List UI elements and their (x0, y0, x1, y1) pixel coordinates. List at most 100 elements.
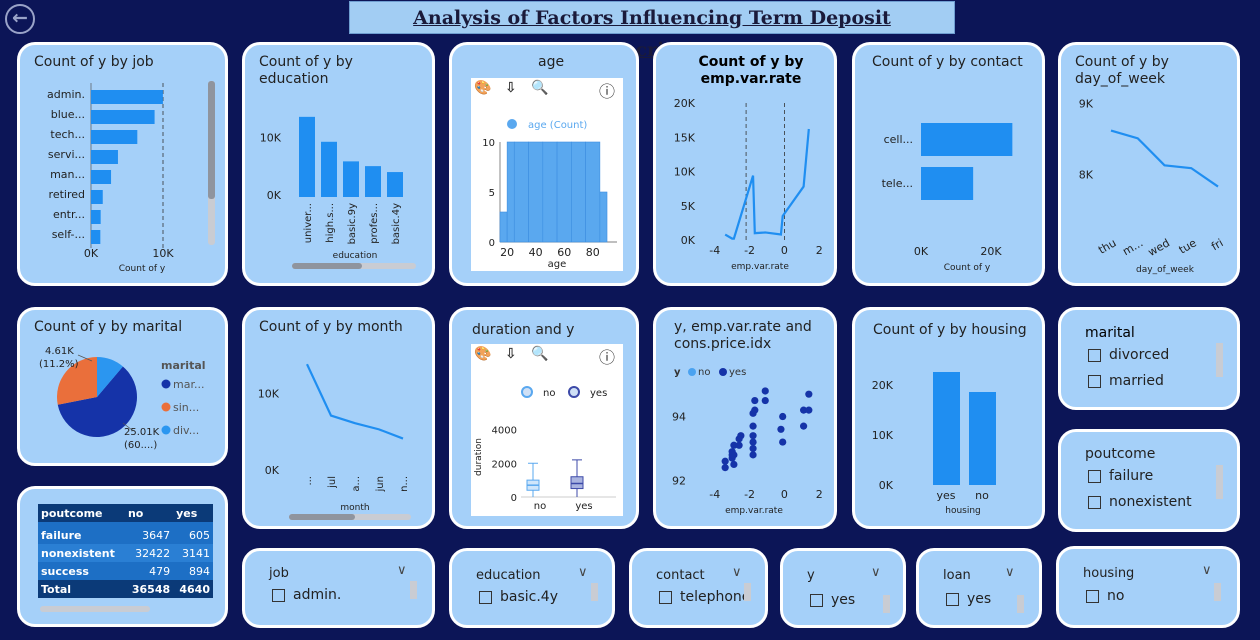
option-label[interactable]: admin. (293, 587, 342, 603)
slicer-y: y ∨ yes (780, 548, 906, 628)
checkbox-education[interactable] (479, 591, 492, 604)
tick-label: entr... (53, 208, 85, 221)
option-label[interactable]: basic.4y (500, 589, 558, 605)
chevron-down-icon[interactable]: ∨ (578, 565, 588, 580)
info-icon[interactable]: ⓘ (599, 348, 616, 367)
column-header[interactable]: no (124, 504, 174, 522)
card-education: Count of y by education 10K 0K univer... hi… (242, 42, 435, 286)
checkbox-job[interactable] (272, 589, 285, 602)
data-point (800, 422, 808, 430)
axis-title: Count of y (944, 263, 991, 273)
data-point (749, 444, 757, 453)
data-point (749, 432, 757, 440)
checkbox-loan[interactable] (946, 593, 959, 606)
back-button[interactable]: ← (5, 4, 35, 34)
tick-label: tele... (882, 177, 913, 190)
axis-title: age (548, 259, 567, 270)
table-row: nonexistent 32422 3141 (38, 544, 213, 562)
legend-label: no (698, 367, 710, 378)
option-label[interactable]: married (1109, 373, 1164, 389)
legend-marker (688, 368, 696, 376)
scatter-chart: y no yes 94 92 -4 -2 0 2 emp.var.rate (672, 367, 823, 516)
zoom-icon[interactable]: 🔍 (531, 80, 549, 96)
scrollbar[interactable] (410, 581, 417, 599)
bar (91, 90, 163, 104)
checkbox-contact[interactable] (659, 591, 672, 604)
bar (91, 190, 103, 204)
tick-label: m... (1120, 236, 1145, 258)
legend-label: div... (173, 424, 199, 437)
option-label[interactable]: telephone (680, 589, 751, 605)
tick-label: 9K (1079, 98, 1094, 111)
zoom-icon[interactable]: 🔍 (531, 346, 549, 362)
axis-title: emp.var.rate (725, 506, 783, 516)
pie-slice (57, 357, 97, 405)
scrollbar[interactable] (744, 583, 751, 601)
chevron-down-icon[interactable]: ∨ (1202, 563, 1212, 578)
option-label[interactable]: failure (1109, 468, 1154, 484)
palette-icon[interactable]: 🎨 (474, 80, 492, 96)
legend-label: sin... (173, 401, 199, 414)
checkbox-married[interactable] (1088, 375, 1101, 388)
checkbox-divorced[interactable] (1088, 349, 1101, 362)
legend-label: age (Count) (528, 120, 587, 131)
chevron-down-icon[interactable]: ∨ (732, 565, 742, 580)
tick-label: -2 (744, 244, 755, 257)
scrollbar[interactable] (883, 595, 890, 613)
axis-title: emp.var.rate (731, 262, 789, 272)
tick-label: a... (351, 476, 362, 492)
tick-label: tech... (50, 128, 85, 141)
slicer-housing: housing ∨ no (1056, 546, 1240, 628)
duration-box-plot: no yes duration 4000 2000 0 no yes (474, 386, 616, 512)
column-header[interactable]: yes (173, 504, 213, 522)
checkbox-y[interactable] (810, 594, 823, 607)
bar (933, 372, 960, 485)
housing-bar-chart: 20K 10K 0K yes no housing (872, 372, 996, 516)
tick-label: 20K (674, 97, 696, 110)
tick-label: yes (936, 489, 955, 502)
tick-label: n... (399, 476, 410, 492)
column-header[interactable]: poutcome (38, 504, 125, 522)
bar (91, 130, 138, 144)
tick-label: basic.4y (391, 203, 402, 245)
checkbox-housing[interactable] (1086, 590, 1099, 603)
series-line (306, 363, 404, 440)
contact-bar-chart: cell... tele... 0K 20K Count of y (882, 123, 1013, 273)
chevron-down-icon[interactable]: ∨ (1005, 565, 1015, 580)
tick-label: 10K (258, 387, 280, 400)
scrollbar[interactable] (1216, 343, 1223, 377)
option-label[interactable]: no (1107, 588, 1125, 604)
checkbox-failure[interactable] (1088, 470, 1101, 483)
palette-icon[interactable]: 🎨 (474, 346, 492, 362)
slicer-title: y (807, 568, 815, 583)
tick-label: wed (1146, 236, 1172, 259)
legend-label: yes (590, 388, 607, 399)
chevron-down-icon[interactable]: ∨ (397, 563, 407, 578)
tick-label: 40 (529, 246, 543, 259)
tick-label: 94 (672, 411, 686, 424)
tick-label: tue (1177, 236, 1199, 256)
option-label[interactable]: yes (967, 591, 992, 607)
checkbox-nonexistent[interactable] (1088, 496, 1101, 509)
option-label[interactable]: divorced (1109, 347, 1170, 363)
chevron-down-icon[interactable]: ∨ (871, 565, 881, 580)
scrollbar[interactable] (1216, 465, 1223, 499)
info-icon[interactable]: ⓘ (599, 82, 616, 101)
bar (91, 150, 118, 164)
tick-label: retired (49, 188, 85, 201)
bar (513, 141, 529, 243)
chart-title: Count of y by emp.var.rate (698, 54, 804, 87)
option-label[interactable]: yes (831, 592, 856, 608)
sort-icon[interactable]: ⇩ (505, 346, 517, 362)
sort-icon[interactable]: ⇩ (505, 80, 517, 96)
option-label[interactable]: nonexistent (1109, 494, 1192, 510)
axis-title: month (340, 503, 369, 513)
horizontal-scrollbar[interactable] (40, 606, 150, 612)
scrollbar[interactable] (591, 583, 598, 601)
card-contact: Count of y by contact cell... tele... 0K 20… (852, 42, 1045, 286)
data-point (751, 396, 759, 405)
tick-label: 0K (265, 464, 280, 477)
scrollbar[interactable] (1017, 595, 1024, 613)
tick-label: self-... (52, 228, 85, 241)
scrollbar[interactable] (1214, 583, 1221, 601)
